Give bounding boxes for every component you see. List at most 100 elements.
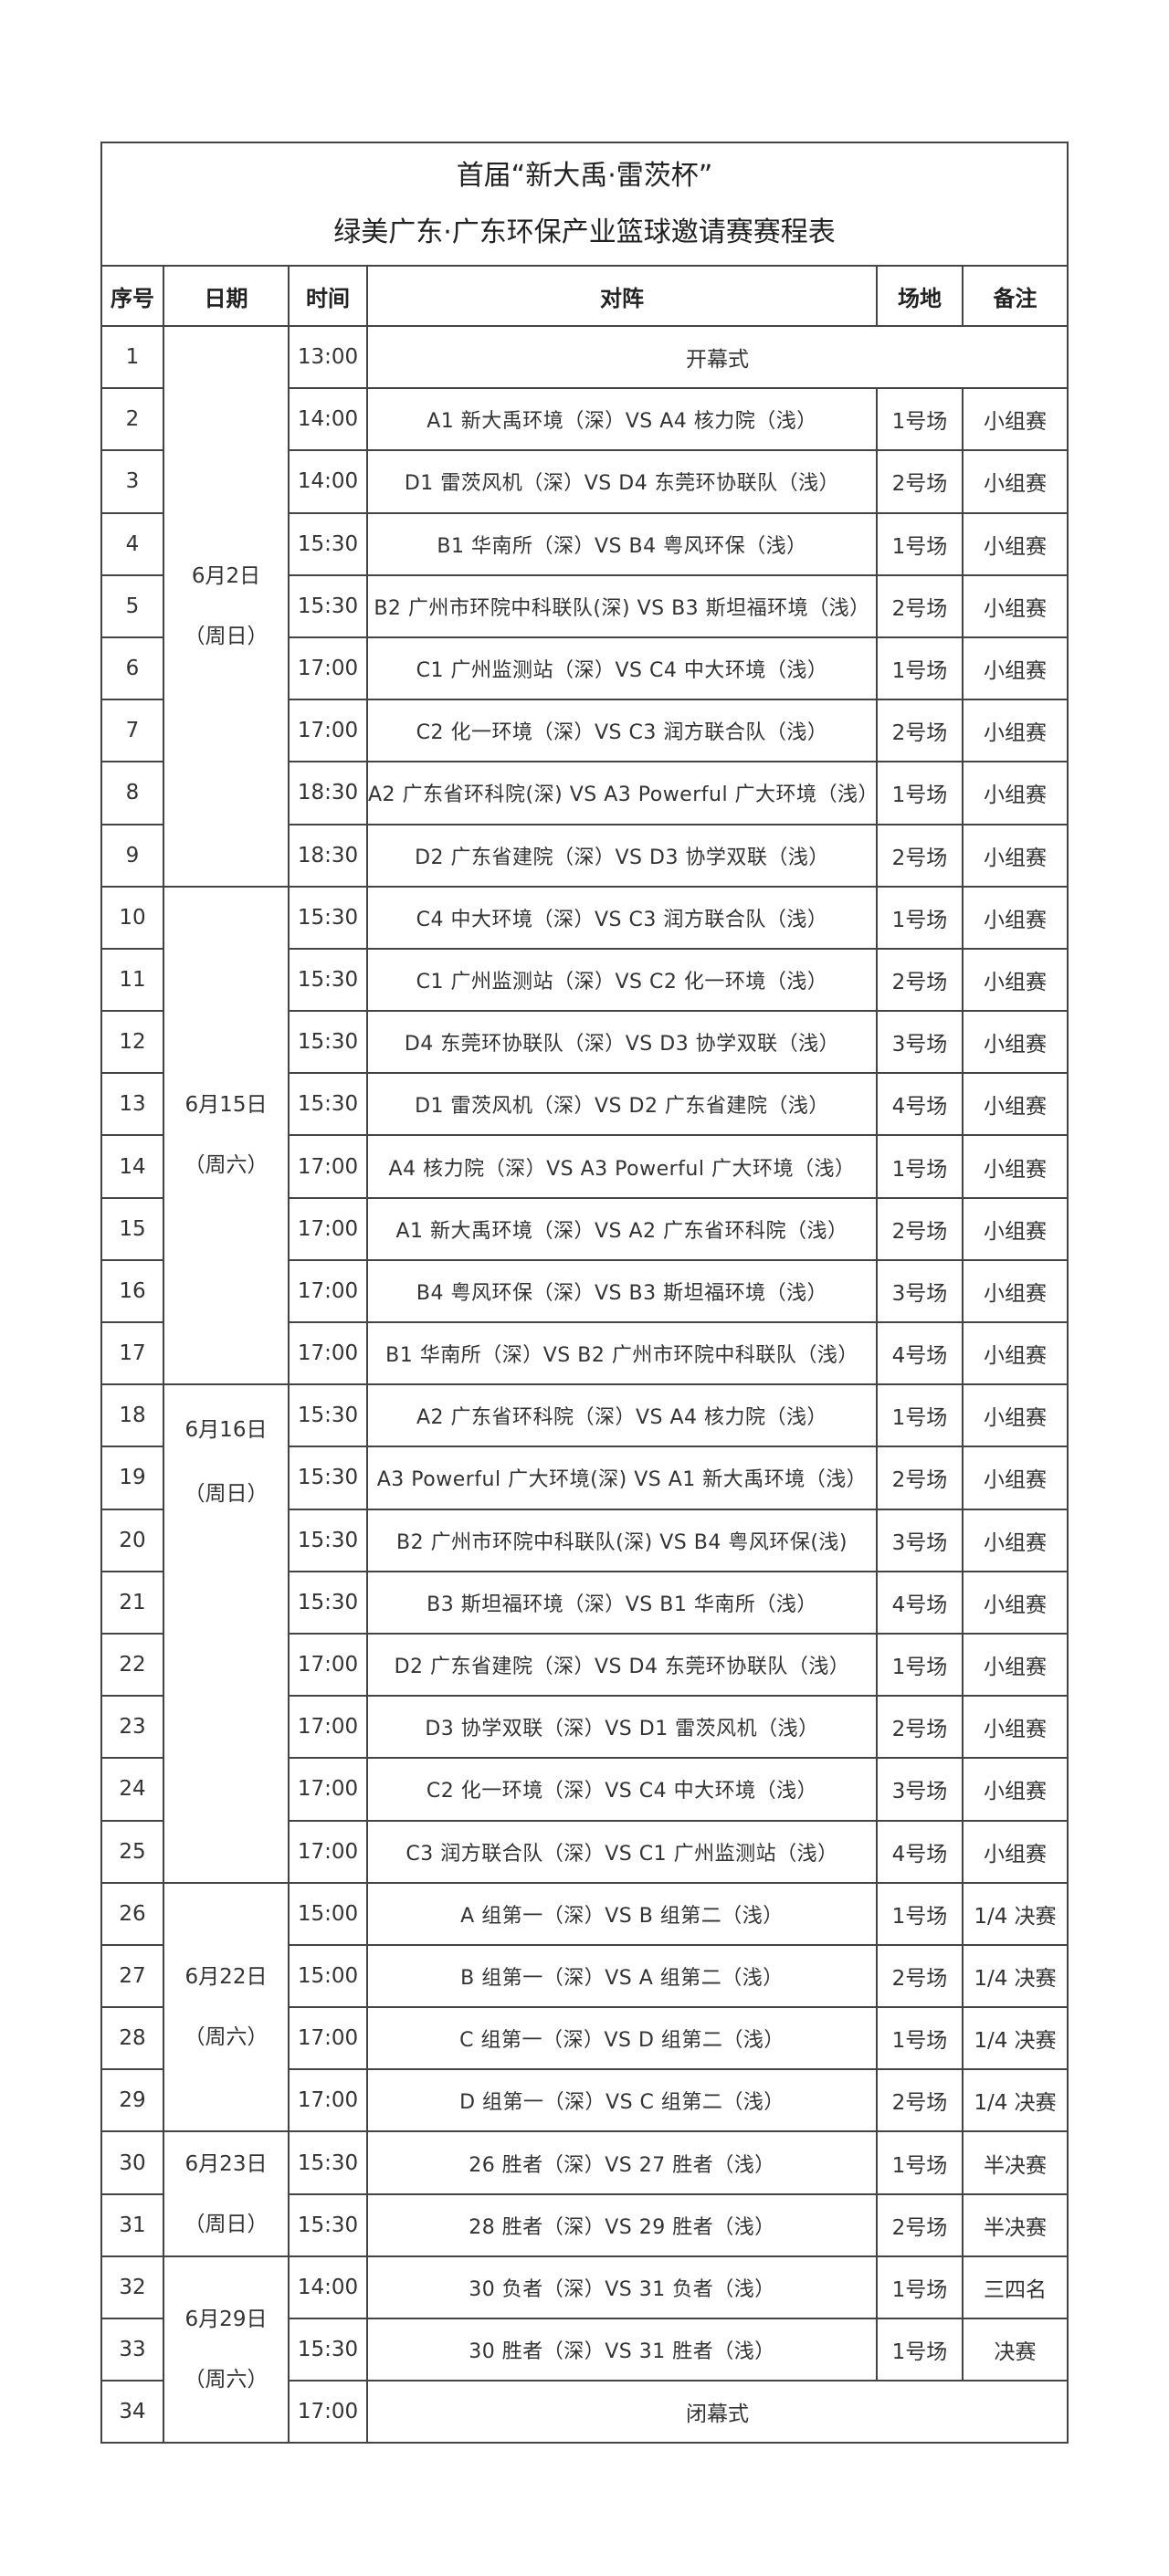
- table-row: 8 18:30 A2 广东省环科院(深) VS A3 Powerful 广大环境（浅…: [100, 761, 1069, 825]
- date-cell: 6月22日 （周六）: [163, 1881, 290, 2133]
- row-number: 19: [100, 1446, 164, 1510]
- match-time: 14:00: [288, 2255, 368, 2320]
- row-number: 6: [100, 636, 164, 701]
- match-time: 13:00: [288, 324, 368, 390]
- row-number: 28: [100, 2006, 164, 2071]
- venue: 3号场: [876, 1010, 964, 1075]
- date-label: 6月2日: [191, 563, 261, 588]
- matchup: A4 核力院（深）VS A3 Powerful 广大环境（浅）: [366, 1134, 878, 1199]
- matchup: C1 广州监测站（深）VS C4 中大环境（浅）: [366, 636, 878, 701]
- match-time: 17:00: [288, 1757, 368, 1822]
- row-number: 5: [100, 573, 164, 638]
- date-label: 6月15日: [184, 1093, 268, 1118]
- row-number: 20: [100, 1508, 164, 1572]
- note: 小组赛: [961, 1508, 1069, 1572]
- row-number: 7: [100, 699, 164, 763]
- row-number: 24: [100, 1757, 164, 1822]
- match-time: 17:00: [288, 636, 368, 701]
- row-number: 26: [100, 1881, 164, 1946]
- matchup: B4 粤风环保（深）VS B3 斯坦福环境（浅）: [366, 1258, 878, 1324]
- venue: 1号场: [876, 2317, 964, 2382]
- weekday-label: （周六）: [184, 2025, 269, 2050]
- table-title: 首届“新大禹·雷茨杯” 绿美广东·广东环保产业篮球邀请赛赛程表: [100, 142, 1069, 267]
- match-time: 15:30: [288, 511, 368, 576]
- matchup: D1 雷茨风机（深）VS D2 广东省建院（浅）: [366, 1072, 878, 1137]
- matchup: B3 斯坦福环境（深）VS B1 华南所（浅）: [366, 1570, 878, 1635]
- match-time: 15:30: [288, 2130, 368, 2195]
- header-no: 序号: [100, 265, 164, 327]
- table-row: 12 15:30 D4 东莞环协联队（深）VS D3 协学双联（浅） 3号场 小组赛: [100, 1010, 1069, 1075]
- note: 小组赛: [961, 511, 1069, 576]
- match-time: 17:00: [288, 1632, 368, 1698]
- row-number: 34: [100, 2380, 164, 2445]
- table-row: 13 15:30 D1 雷茨风机（深）VS D2 广东省建院（浅） 4号场 小组赛: [100, 1072, 1069, 1137]
- note: 小组赛: [961, 761, 1069, 825]
- match-time: 18:30: [288, 823, 368, 888]
- table-row: 17 17:00 B1 华南所（深）VS B2 广州市环院中科联队（浅） 4号场 小组赛: [100, 1320, 1069, 1386]
- matchup: A2 广东省环科院(深) VS A3 Powerful 广大环境（浅）: [366, 761, 878, 825]
- venue: 1号场: [876, 2255, 964, 2320]
- venue: 4号场: [876, 1320, 964, 1386]
- matchup: B1 华南所（深）VS B2 广州市环院中科联队（浅）: [366, 1320, 878, 1386]
- match-time: 15:30: [288, 885, 368, 950]
- ceremony-label: 闭幕式: [365, 2380, 1069, 2445]
- table-row: 2 14:00 A1 新大禹环境（深）VS A4 核力院（浅） 1号场 小组赛: [100, 387, 1069, 452]
- note: 小组赛: [961, 699, 1069, 763]
- row-number: 15: [100, 1196, 164, 1261]
- match-time: 15:30: [288, 1383, 368, 1448]
- table-row: 19 15:30 A3 Powerful 广大环境(深) VS A1 新大禹环境（浅…: [100, 1446, 1069, 1510]
- venue: 2号场: [876, 947, 964, 1013]
- weekday-label: （周六）: [184, 2368, 269, 2392]
- venue: 2号场: [876, 699, 964, 763]
- venue: 1号场: [876, 511, 964, 576]
- matchup: D2 广东省建院（深）VS D4 东莞环协联队（浅）: [366, 1632, 878, 1698]
- matchup: B2 广州市环院中科联队(深) VS B4 粤风环保(浅): [366, 1508, 878, 1572]
- venue: 1号场: [876, 2130, 964, 2195]
- venue: 2号场: [876, 1196, 964, 1261]
- note: 三四名: [961, 2255, 1069, 2320]
- venue: 3号场: [876, 1757, 964, 1822]
- table-row: 26 6月22日 （周六） 15:00 A 组第一（深）VS B 组第二（浅） 1号场 1/…: [100, 1881, 1069, 2133]
- row-number: 21: [100, 1570, 164, 1635]
- match-time: 15:30: [288, 2192, 368, 2257]
- table-row: 32 6月29日 （周六） 14:00 30 负者（深）VS 31 负者（浅） 1号场 三四…: [100, 2255, 1069, 2445]
- note: 小组赛: [961, 1134, 1069, 1199]
- match-time: 15:30: [288, 2317, 368, 2382]
- table-row: 6 17:00 C1 广州监测站（深）VS C4 中大环境（浅） 1号场 小组赛: [100, 636, 1069, 701]
- match-time: 15:30: [288, 1570, 368, 1635]
- weekday-label: （周六）: [184, 1153, 269, 1178]
- match-time: 15:00: [288, 1881, 368, 1946]
- matchup: D 组第一（深）VS C 组第二（浅）: [366, 2068, 878, 2133]
- match-time: 17:00: [288, 2380, 368, 2445]
- table-row: 34 17:00 闭幕式: [100, 2380, 1069, 2445]
- match-time: 17:00: [288, 1196, 368, 1261]
- table-row: 20 15:30 B2 广州市环院中科联队(深) VS B4 粤风环保(浅) 3号场小…: [100, 1508, 1069, 1572]
- venue: 1号场: [876, 885, 964, 950]
- row-number: 32: [100, 2255, 164, 2320]
- match-time: 17:00: [288, 2068, 368, 2133]
- match-time: 15:30: [288, 1446, 368, 1510]
- note: 半决赛: [961, 2192, 1069, 2257]
- match-time: 15:30: [288, 1072, 368, 1137]
- matchup: A1 新大禹环境（深）VS A2 广东省环科院（浅）: [366, 1196, 878, 1261]
- venue: 2号场: [876, 1943, 964, 2009]
- schedule-table: 首届“新大禹·雷茨杯” 绿美广东·广东环保产业篮球邀请赛赛程表 序号 日期 时间…: [100, 142, 1069, 2445]
- venue: 2号场: [876, 573, 964, 638]
- row-number: 3: [100, 449, 164, 514]
- table-row: 5 15:30 B2 广州市环院中科联队(深) VS B3 斯坦福环境（浅） 2号场小…: [100, 573, 1069, 638]
- date-cell: 6月16日 （周日）: [163, 1383, 290, 1884]
- match-time: 18:30: [288, 761, 368, 825]
- table-row: 9 18:30 D2 广东省建院（深）VS D3 协学双联（浅） 2号场 小组赛: [100, 823, 1069, 888]
- matchup: B2 广州市环院中科联队(深) VS B3 斯坦福环境（浅）: [366, 573, 878, 638]
- note: 小组赛: [961, 947, 1069, 1013]
- matchup: C 组第一（深）VS D 组第二（浅）: [366, 2006, 878, 2071]
- row-number: 4: [100, 511, 164, 576]
- row-number: 14: [100, 1134, 164, 1199]
- matchup: D1 雷茨风机（深）VS D4 东莞环协联队（浅）: [366, 449, 878, 514]
- matchup: 30 负者（深）VS 31 负者（浅）: [366, 2255, 878, 2320]
- date-cell: 6月15日 （周六）: [163, 885, 290, 1386]
- date-label: 6月23日: [184, 2151, 268, 2176]
- matchup: B1 华南所（深）VS B4 粤风环保（浅）: [366, 511, 878, 576]
- table-row: 23 17:00 D3 协学双联（深）VS D1 雷茨风机（浅） 2号场 小组赛: [100, 1695, 1069, 1760]
- venue: 1号场: [876, 761, 964, 825]
